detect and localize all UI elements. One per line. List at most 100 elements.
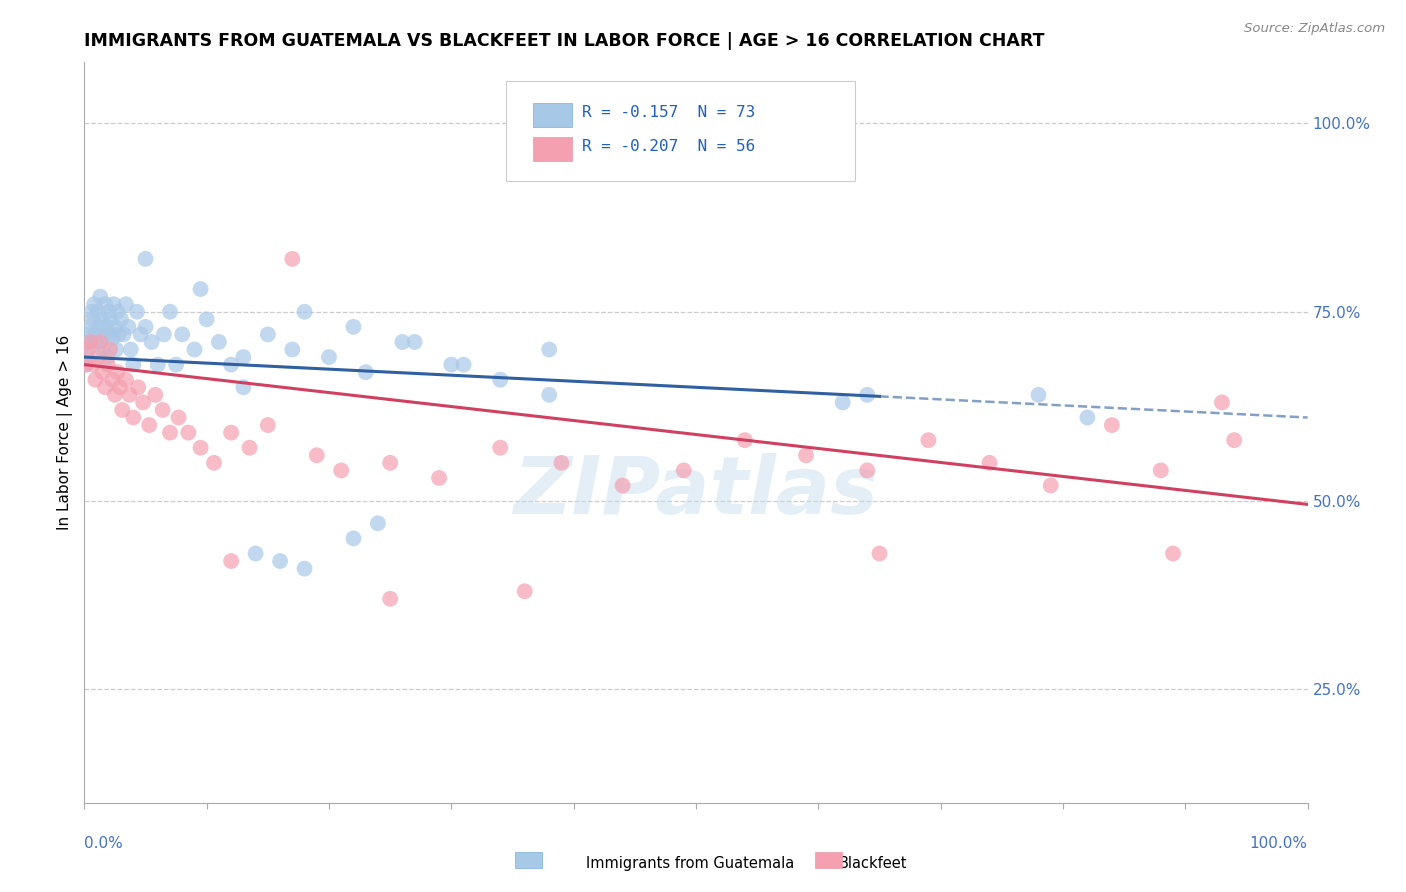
Point xyxy=(165,358,187,372)
Point xyxy=(794,448,817,462)
Point xyxy=(550,456,572,470)
Point xyxy=(281,252,304,266)
Point xyxy=(153,327,176,342)
Point xyxy=(97,358,120,372)
Point xyxy=(489,373,512,387)
Point xyxy=(269,554,291,568)
Point xyxy=(917,433,939,447)
Point xyxy=(453,358,475,372)
Point xyxy=(120,343,142,357)
Bar xyxy=(533,103,572,127)
Point xyxy=(138,418,160,433)
Point xyxy=(101,331,124,345)
Point xyxy=(115,297,138,311)
Point xyxy=(305,448,328,462)
Point xyxy=(318,350,340,364)
Point xyxy=(342,532,364,546)
Point xyxy=(869,547,891,561)
Point xyxy=(105,365,128,379)
Point xyxy=(159,425,181,440)
Point xyxy=(257,418,280,433)
Point xyxy=(98,312,121,326)
Point xyxy=(219,358,242,372)
Point xyxy=(122,410,145,425)
Point xyxy=(330,463,353,477)
Point xyxy=(1223,433,1246,447)
Point xyxy=(89,290,111,304)
Point xyxy=(245,547,267,561)
Point xyxy=(91,365,114,379)
Point xyxy=(167,410,190,425)
Point xyxy=(87,350,110,364)
Point xyxy=(77,334,100,349)
Point xyxy=(294,561,316,575)
Point xyxy=(98,343,121,357)
Point xyxy=(87,304,110,318)
Point xyxy=(141,334,163,349)
Point xyxy=(1101,418,1123,433)
Point xyxy=(177,425,200,440)
Point xyxy=(427,471,450,485)
Point xyxy=(538,388,561,402)
Point xyxy=(380,456,402,470)
Point xyxy=(117,319,139,334)
Point xyxy=(612,478,634,492)
Point xyxy=(104,319,127,334)
Text: R = -0.207  N = 56: R = -0.207 N = 56 xyxy=(582,139,755,154)
Point xyxy=(672,463,695,477)
Point xyxy=(111,403,134,417)
Y-axis label: In Labor Force | Age > 16: In Labor Force | Age > 16 xyxy=(58,335,73,530)
Point xyxy=(94,380,117,394)
Point xyxy=(1076,410,1098,425)
Point xyxy=(100,327,122,342)
Point xyxy=(115,373,138,387)
Point xyxy=(76,346,98,360)
Point xyxy=(77,327,100,342)
Point xyxy=(90,312,112,326)
Point xyxy=(232,350,254,364)
FancyBboxPatch shape xyxy=(506,81,855,181)
Point xyxy=(77,343,100,357)
Point xyxy=(84,373,107,387)
Point xyxy=(104,388,127,402)
Point xyxy=(513,584,536,599)
Point xyxy=(91,343,114,357)
Point xyxy=(380,591,402,606)
Point xyxy=(84,327,107,342)
Point xyxy=(404,334,426,349)
Point xyxy=(391,334,413,349)
Text: Blackfeet: Blackfeet xyxy=(839,856,908,871)
Point xyxy=(219,554,242,568)
Point xyxy=(159,304,181,318)
Point xyxy=(79,334,101,349)
Point xyxy=(96,319,118,334)
Text: 100.0%: 100.0% xyxy=(1250,836,1308,851)
Point xyxy=(152,403,174,417)
Point xyxy=(89,334,111,349)
Point xyxy=(135,319,157,334)
Point xyxy=(219,425,242,440)
Point xyxy=(79,319,101,334)
Point xyxy=(440,358,463,372)
Point xyxy=(183,343,205,357)
Point xyxy=(105,304,128,318)
Point xyxy=(127,380,149,394)
Point xyxy=(75,358,97,372)
Point xyxy=(190,441,212,455)
Point xyxy=(129,327,152,342)
Point xyxy=(97,304,120,318)
Point xyxy=(734,433,756,447)
Point xyxy=(856,463,879,477)
Text: R = -0.157  N = 73: R = -0.157 N = 73 xyxy=(582,105,755,120)
Point xyxy=(107,327,129,342)
Point xyxy=(110,312,132,326)
Point xyxy=(82,358,104,372)
Point xyxy=(86,334,108,349)
Bar xyxy=(814,852,842,868)
Point xyxy=(105,343,128,357)
Point xyxy=(97,350,120,364)
Point xyxy=(1161,547,1184,561)
Point xyxy=(94,297,117,311)
Point xyxy=(87,319,110,334)
Point xyxy=(856,388,879,402)
